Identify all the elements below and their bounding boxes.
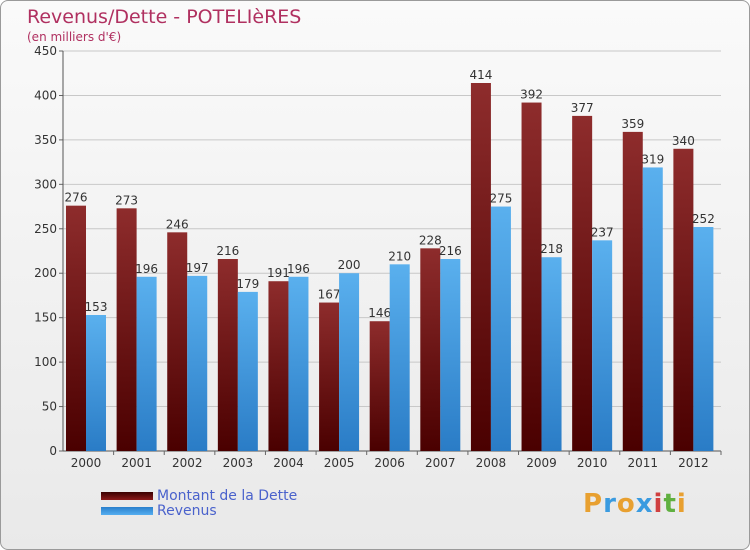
bar-revenus — [440, 259, 461, 451]
legend-item-dette: Montant de la Dette — [101, 487, 298, 504]
bar-dette — [369, 321, 390, 451]
y-tick-label: 200 — [34, 266, 57, 280]
x-tick-label: 2003 — [223, 456, 254, 470]
bar-revenus — [541, 257, 562, 451]
y-tick-label: 250 — [34, 222, 57, 236]
data-label: 179 — [236, 277, 259, 291]
data-label: 218 — [540, 242, 563, 256]
y-tick-label: 300 — [34, 177, 57, 191]
data-label: 414 — [469, 68, 492, 82]
data-label: 196 — [135, 262, 158, 276]
data-label: 252 — [692, 212, 715, 226]
bar-revenus — [288, 276, 309, 451]
legend-item-revenus: Revenus — [101, 502, 297, 519]
bar-dette — [116, 208, 137, 451]
data-label: 146 — [368, 306, 391, 320]
chart-subtitle: (en milliers d'€) — [27, 30, 122, 44]
data-label: 200 — [338, 258, 361, 272]
data-label: 359 — [621, 117, 644, 131]
x-tick-label: 2001 — [121, 456, 152, 470]
x-tick-label: 2000 — [71, 456, 102, 470]
x-tick-label: 2012 — [678, 456, 709, 470]
y-tick-label: 0 — [49, 444, 57, 458]
bar-dette — [319, 302, 340, 451]
bar-revenus — [490, 206, 511, 451]
data-label: 216 — [439, 244, 462, 258]
data-label: 210 — [388, 249, 411, 263]
data-label: 237 — [591, 225, 614, 239]
x-tick-label: 2011 — [627, 456, 658, 470]
bar-revenus — [237, 291, 258, 451]
data-label: 392 — [520, 88, 543, 102]
y-tick-label: 350 — [34, 133, 57, 147]
y-tick-label: 450 — [34, 44, 57, 58]
x-tick-label: 2010 — [577, 456, 608, 470]
logo-letter: t — [663, 489, 677, 519]
logo-letter: i — [653, 489, 664, 519]
bar-dette — [167, 232, 188, 451]
logo-letter: r — [603, 489, 617, 519]
x-tick-label: 2009 — [526, 456, 557, 470]
y-tick-label: 100 — [34, 355, 57, 369]
data-label: 275 — [489, 192, 512, 206]
bar-revenus — [389, 264, 410, 451]
bar-revenus — [642, 167, 663, 451]
legend-swatch-revenus — [101, 506, 153, 515]
bar-revenus — [187, 275, 208, 451]
y-tick-label: 150 — [34, 311, 57, 325]
data-label: 246 — [166, 217, 189, 231]
x-tick-label: 2002 — [172, 456, 203, 470]
bar-dette — [470, 83, 491, 451]
data-label: 167 — [318, 288, 341, 302]
data-label: 276 — [65, 191, 88, 205]
bar-dette — [420, 248, 441, 451]
data-label: 197 — [186, 261, 209, 275]
proxiti-logo: Proxiti — [583, 489, 687, 519]
data-label: 228 — [419, 233, 442, 247]
x-tick-label: 2007 — [425, 456, 456, 470]
bar-dette — [217, 259, 238, 451]
bar-revenus — [136, 276, 157, 451]
bar-dette — [521, 102, 542, 452]
legend-label-dette: Montant de la Dette — [157, 487, 298, 504]
logo-letter: x — [635, 489, 654, 519]
bar-dette — [673, 148, 694, 451]
x-tick-label: 2008 — [476, 456, 507, 470]
data-label: 377 — [571, 101, 594, 115]
data-label: 191 — [267, 266, 290, 280]
bar-dette — [268, 281, 289, 451]
data-label: 340 — [672, 134, 695, 148]
bar-revenus — [339, 273, 360, 451]
legend: Montant de la Dette Revenus — [101, 487, 298, 519]
bar-dette — [622, 131, 643, 451]
chart-title: Revenus/Dette - POTELIèRES — [27, 6, 302, 28]
logo-letter: o — [616, 489, 636, 519]
data-label: 216 — [216, 244, 239, 258]
y-tick-label: 400 — [34, 88, 57, 102]
bar-revenus — [693, 227, 714, 451]
bar-revenus — [86, 315, 106, 451]
data-label: 196 — [287, 262, 310, 276]
bar-dette — [572, 115, 593, 451]
x-tick-label: 2004 — [273, 456, 304, 470]
legend-label-revenus: Revenus — [157, 502, 217, 519]
legend-swatch-dette — [101, 491, 153, 500]
logo-letter: i — [676, 489, 687, 519]
x-tick-label: 2006 — [374, 456, 405, 470]
x-tick-label: 2005 — [324, 456, 355, 470]
bar-dette — [66, 205, 86, 451]
bar-revenus — [592, 240, 613, 451]
logo-letter: P — [583, 489, 604, 519]
data-label: 153 — [85, 300, 108, 314]
data-label: 273 — [115, 193, 138, 207]
y-tick-label: 50 — [42, 400, 57, 414]
data-label: 319 — [641, 152, 664, 166]
